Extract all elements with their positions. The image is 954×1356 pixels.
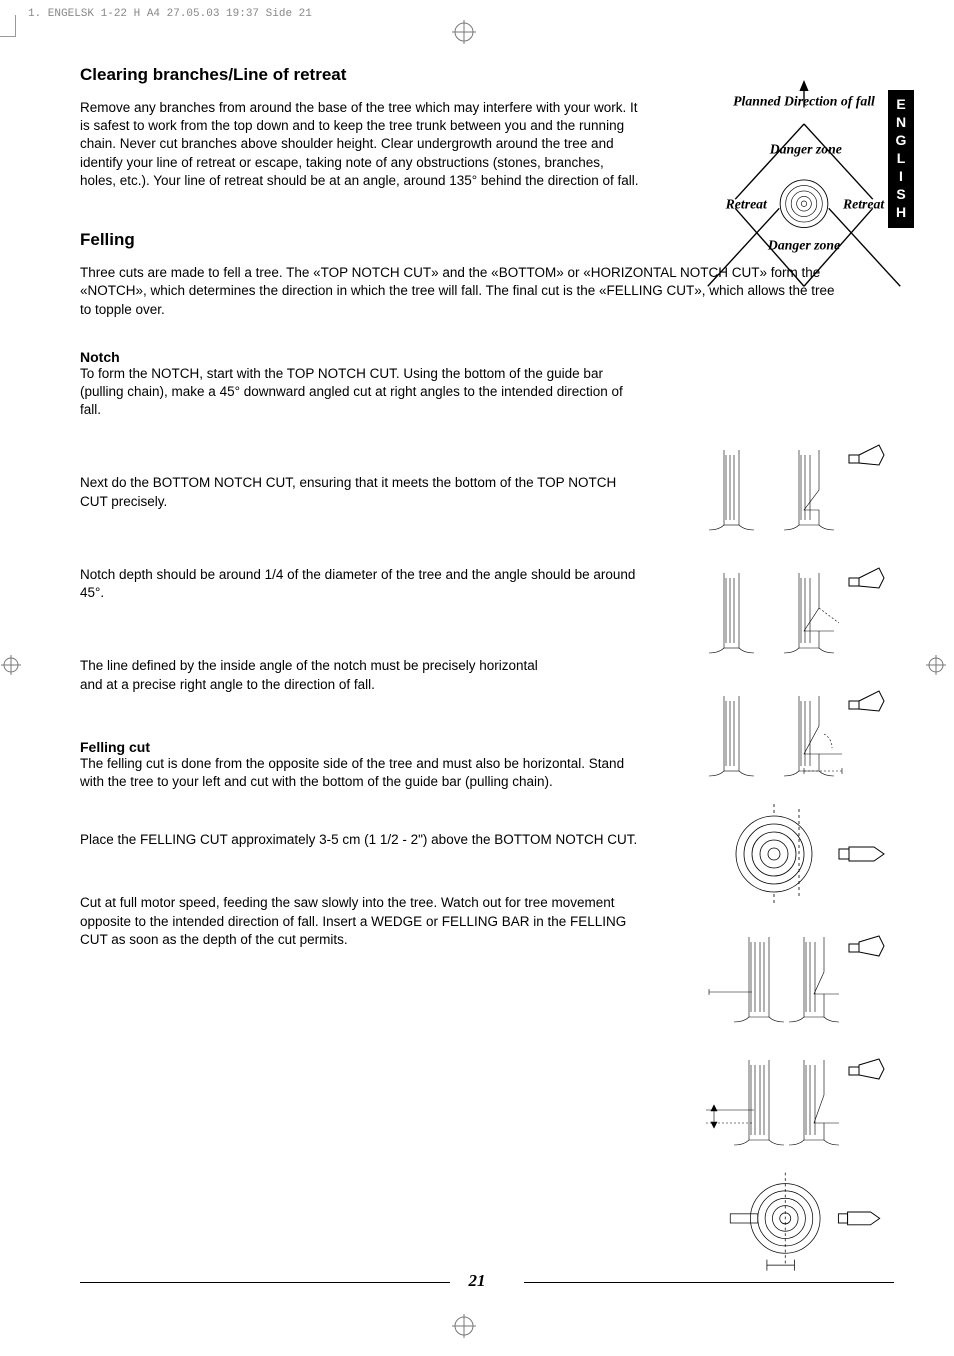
body-text: Remove any branches from around the base… — [80, 99, 640, 190]
registration-mark-icon — [452, 20, 476, 44]
felling-cut-side-illustration — [704, 922, 894, 1032]
body-text: The felling cut is done from the opposit… — [80, 755, 640, 791]
felling-top-view-illustration — [704, 1168, 894, 1278]
subheading: Notch — [80, 349, 880, 365]
notch-angle-illustration — [704, 676, 894, 786]
notch-top-view-illustration — [704, 799, 894, 909]
section-heading: Clearing branches/Line of retreat — [80, 65, 880, 85]
body-text: The line defined by the inside angle of … — [80, 657, 560, 693]
registration-mark-icon — [1, 655, 21, 675]
section-heading: Felling — [80, 230, 880, 250]
page-number: 21 — [0, 1271, 954, 1291]
registration-mark-icon — [452, 1314, 476, 1338]
felling-cut-height-illustration — [704, 1045, 894, 1155]
body-text: Notch depth should be around 1/4 of the … — [80, 566, 640, 602]
crop-mark — [15, 15, 16, 37]
bottom-notch-cut-illustration — [704, 553, 894, 663]
crop-mark — [0, 36, 16, 37]
top-notch-cut-illustration — [704, 430, 894, 540]
illustration-column — [704, 430, 894, 1291]
print-header: 1. ENGELSK 1-22 H A4 27.05.03 19:37 Side… — [28, 8, 312, 20]
body-text: Place the FELLING CUT approximately 3-5 … — [80, 831, 640, 849]
registration-mark-icon — [926, 655, 946, 675]
body-text: Next do the BOTTOM NOTCH CUT, ensuring t… — [80, 474, 640, 510]
body-text: Cut at full motor speed, feeding the saw… — [80, 894, 640, 949]
body-text: Three cuts are made to fell a tree. The … — [80, 264, 840, 319]
body-text: To form the NOTCH, start with the TOP NO… — [80, 365, 640, 420]
